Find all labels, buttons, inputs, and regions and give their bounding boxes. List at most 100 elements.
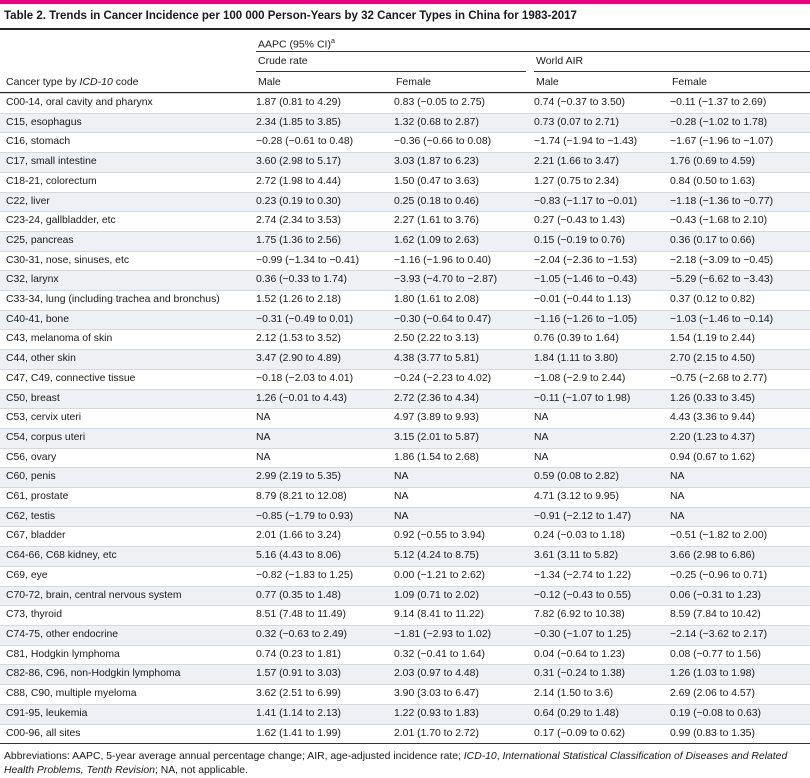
crude-female-cell: −3.93 (−4.70 to −2.87) [390, 270, 530, 291]
air-female-cell: 0.06 (−0.31 to 1.23) [666, 585, 810, 606]
crude-female-cell: 2.50 (2.22 to 3.13) [390, 329, 530, 350]
air-male-cell: NA [530, 447, 666, 468]
crude-male-cell: −0.99 (−1.34 to −0.41) [252, 250, 390, 271]
air-female-cell: 2.69 (2.06 to 4.57) [666, 684, 810, 705]
table-row: C17, small intestine 3.60 (2.98 to 5.17) 3… [0, 152, 810, 173]
cancer-type-cell: C60, penis [0, 467, 252, 488]
air-female-header: Female [672, 76, 708, 88]
cancer-type-cell: C43, melanoma of skin [0, 329, 252, 350]
air-male-cell: 4.71 (3.12 to 9.95) [530, 487, 666, 508]
air-male-cell: 1.27 (0.75 to 2.34) [530, 171, 666, 193]
table-row: C32, larynx 0.36 (−0.33 to 1.74) −3.93 (−4… [0, 270, 810, 291]
cancer-type-cell: C61, prostate [0, 487, 252, 508]
crude-male-cell: NA [252, 408, 390, 429]
table-row: C53, cervix uteri NA 4.97 (3.89 to 9.93) NA… [0, 408, 810, 429]
table-row: C22, liver 0.23 (0.19 to 0.30) 0.25 (0.18 … [0, 191, 810, 212]
crude-female-cell: 3.90 (3.03 to 6.47) [390, 684, 530, 705]
cancer-type-cell: C32, larynx [0, 270, 252, 291]
table-row: C25, pancreas 1.75 (1.36 to 2.56) 1.62 (1.… [0, 230, 810, 252]
table-row: C74-75, other endocrine 0.32 (−0.63 to 2.… [0, 624, 810, 646]
crude-female-cell: 2.01 (1.70 to 2.72) [390, 723, 530, 744]
table-row: C91-95, leukemia 1.41 (1.14 to 2.13) 1.22 … [0, 703, 810, 724]
cancer-type-cell: C15, esophagus [0, 112, 252, 133]
crude-female-cell: −0.36 (−0.66 to 0.08) [390, 132, 530, 153]
air-female-cell: 1.54 (1.19 to 2.44) [666, 329, 810, 350]
crude-female-cell: −1.81 (−2.93 to 1.02) [390, 624, 530, 646]
crude-female-cell: 1.09 (0.71 to 2.02) [390, 585, 530, 606]
air-female-cell: 0.37 (0.12 to 0.82) [666, 290, 810, 311]
crude-female-cell: 2.03 (0.97 to 4.48) [390, 664, 530, 685]
crude-male-cell: 2.72 (1.98 to 4.44) [252, 171, 390, 193]
crude-male-cell: 3.47 (2.90 to 4.89) [252, 349, 390, 370]
cancer-type-cell: C44, other skin [0, 349, 252, 370]
air-male-cell: 3.61 (3.11 to 5.82) [530, 546, 666, 567]
air-male-cell: −0.01 (−0.44 to 1.13) [530, 290, 666, 311]
table-row: C40-41, bone −0.31 (−0.49 to 0.01) −0.30 (… [0, 309, 810, 330]
air-male-cell: 0.64 (0.29 to 1.48) [530, 703, 666, 724]
cancer-type-header: Cancer type by ICD-10 code [6, 76, 139, 88]
crude-female-cell: 4.38 (3.77 to 5.81) [390, 349, 530, 370]
air-male-cell: 1.84 (1.11 to 3.80) [530, 349, 666, 370]
crude-male-cell: −0.31 (−0.49 to 0.01) [252, 309, 390, 330]
crude-male-cell: 2.34 (1.85 to 3.85) [252, 112, 390, 133]
footnote: Abbreviations: AAPC, 5-year average annu… [4, 751, 788, 777]
cancer-type-cell: C23-24, gallbladder, etc [0, 211, 252, 232]
air-female-cell: 0.84 (0.50 to 1.63) [666, 171, 810, 193]
crude-male-cell: 0.23 (0.19 to 0.30) [252, 191, 390, 212]
air-male-cell: 0.04 (−0.64 to 1.23) [530, 644, 666, 665]
crude-male-cell: 2.01 (1.66 to 3.24) [252, 526, 390, 547]
cancer-type-cell: C16, stomach [0, 132, 252, 153]
air-female-cell: −0.43 (−1.68 to 2.10) [666, 211, 810, 232]
table-row: C44, other skin 3.47 (2.90 to 4.89) 4.38 (… [0, 349, 810, 370]
air-male-cell: 0.76 (0.39 to 1.64) [530, 329, 666, 350]
cancer-type-cell: C67, bladder [0, 526, 252, 547]
crude-female-cell: 1.80 (1.61 to 2.08) [390, 290, 530, 311]
air-female-cell: NA [666, 467, 810, 488]
crude-male-cell: 5.16 (4.43 to 8.06) [252, 546, 390, 567]
cancer-type-cell: C00-14, oral cavity and pharynx [0, 93, 252, 114]
cancer-type-cell: C50, breast [0, 388, 252, 409]
air-female-cell: 0.36 (0.17 to 0.66) [666, 230, 810, 252]
incidence-table: C00-14, oral cavity and pharynx 1.87 (0.8… [0, 93, 810, 744]
table-row: C16, stomach −0.28 (−0.61 to 0.48) −0.36 (… [0, 132, 810, 153]
air-male-cell: −0.83 (−1.17 to −0.01) [530, 191, 666, 212]
crude-female-cell: 1.32 (0.68 to 2.87) [390, 112, 530, 133]
table-row: C47, C49, connective tissue −0.18 (−2.03 … [0, 368, 810, 390]
cancer-type-cell: C17, small intestine [0, 152, 252, 173]
air-female-cell: 0.94 (0.67 to 1.62) [666, 447, 810, 468]
air-female-cell: −0.25 (−0.96 to 0.71) [666, 565, 810, 587]
cancer-type-cell: C53, cervix uteri [0, 408, 252, 429]
cancer-type-cell: C81, Hodgkin lymphoma [0, 644, 252, 665]
table-row: C00-14, oral cavity and pharynx 1.87 (0.8… [0, 93, 810, 114]
crude-male-cell: 1.62 (1.41 to 1.99) [252, 723, 390, 744]
crude-female-cell: 0.83 (−0.05 to 2.75) [390, 93, 530, 114]
cancer-type-cell: C56, ovary [0, 447, 252, 468]
cancer-type-cell: C91-95, leukemia [0, 703, 252, 724]
crude-male-cell: 2.12 (1.53 to 3.52) [252, 329, 390, 350]
table-row: C18-21, colorectum 2.72 (1.98 to 4.44) 1.5… [0, 171, 810, 193]
air-female-cell: −1.67 (−1.96 to −1.07) [666, 132, 810, 153]
table-row: C64-66, C68 kidney, etc 5.16 (4.43 to 8.0… [0, 546, 810, 567]
cancer-type-cell: C88, C90, multiple myeloma [0, 684, 252, 705]
table-title: Table 2. Trends in Cancer Incidence per … [4, 10, 577, 22]
air-male-cell: 2.14 (1.50 to 3.6) [530, 684, 666, 705]
air-female-cell: 8.59 (7.84 to 10.42) [666, 605, 810, 626]
table-row: C88, C90, multiple myeloma 3.62 (2.51 to … [0, 684, 810, 705]
crude-female-cell: NA [390, 506, 530, 527]
air-male-cell: 0.73 (0.07 to 2.71) [530, 112, 666, 133]
air-female-cell: 3.66 (2.98 to 6.86) [666, 546, 810, 567]
crude-male-cell: NA [252, 427, 390, 449]
air-male-cell: 0.27 (−0.43 to 1.43) [530, 211, 666, 232]
table-row: C50, breast 1.26 (−0.01 to 4.43) 2.72 (2.3… [0, 388, 810, 409]
crude-male-cell: 1.57 (0.91 to 3.03) [252, 664, 390, 685]
air-male-cell: −1.16 (−1.26 to −1.05) [530, 309, 666, 330]
crude-female-cell: NA [390, 467, 530, 488]
crude-female-cell: −0.24 (−2.23 to 4.02) [390, 368, 530, 390]
cancer-type-cell: C33-34, lung (including trachea and bron… [0, 290, 252, 311]
table-row: C54, corpus uteri NA 3.15 (2.01 to 5.87) NA… [0, 427, 810, 449]
cancer-type-cell: C18-21, colorectum [0, 171, 252, 193]
crude-female-cell: −1.16 (−1.96 to 0.40) [390, 250, 530, 271]
air-male-cell: 0.17 (−0.09 to 0.62) [530, 723, 666, 744]
crude-male-cell: 1.87 (0.81 to 4.29) [252, 93, 390, 114]
air-female-cell: −1.03 (−1.46 to −0.14) [666, 309, 810, 330]
